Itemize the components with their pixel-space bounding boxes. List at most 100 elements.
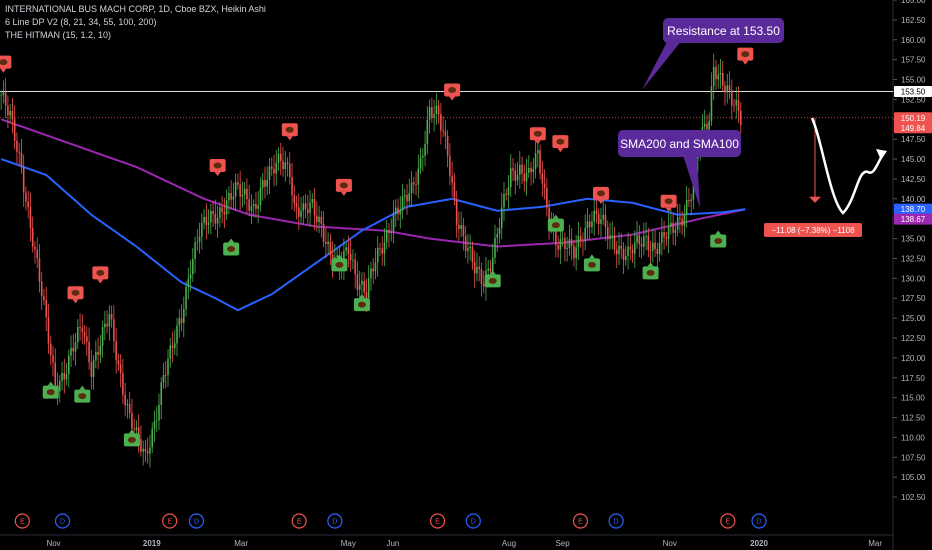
candle[interactable]: [95, 340, 97, 369]
candle[interactable]: [667, 213, 670, 254]
candle[interactable]: [602, 200, 605, 225]
price-tag[interactable]: 138.67: [894, 213, 932, 225]
candle[interactable]: [595, 198, 598, 224]
candle[interactable]: [214, 199, 217, 230]
candle[interactable]: [609, 222, 611, 250]
candle[interactable]: [618, 232, 620, 265]
candle[interactable]: [47, 303, 50, 354]
candle[interactable]: [658, 231, 661, 262]
candle[interactable]: [534, 139, 537, 179]
candle[interactable]: [219, 202, 221, 228]
candle[interactable]: [634, 230, 636, 268]
candle[interactable]: [679, 203, 681, 234]
candle[interactable]: [101, 320, 104, 358]
candle[interactable]: [663, 220, 665, 250]
candle[interactable]: [288, 151, 291, 185]
candle[interactable]: [237, 173, 239, 190]
candle[interactable]: [683, 204, 686, 238]
candle[interactable]: [252, 199, 255, 218]
candle[interactable]: [649, 240, 652, 264]
candle[interactable]: [187, 267, 190, 300]
candle[interactable]: [422, 148, 424, 172]
candle[interactable]: [65, 363, 68, 386]
price-tag[interactable]: 149.84: [894, 122, 932, 134]
candle[interactable]: [178, 308, 181, 338]
candle[interactable]: [27, 190, 29, 219]
candle[interactable]: [9, 104, 11, 123]
candle[interactable]: [584, 214, 586, 251]
candle[interactable]: [77, 319, 79, 349]
candle[interactable]: [737, 86, 740, 123]
candle[interactable]: [376, 236, 379, 277]
legend-indicator-hitman[interactable]: THE HITMAN (15, 1.2, 10): [5, 30, 112, 40]
price-axis[interactable]: 102.50 105.00 107.50 110.00 112.50 115.00 117.…: [892, 0, 926, 550]
candle[interactable]: [672, 213, 674, 245]
candle[interactable]: [606, 220, 609, 250]
candle[interactable]: [239, 170, 241, 211]
candle[interactable]: [613, 226, 616, 255]
candle[interactable]: [72, 333, 75, 361]
candle[interactable]: [241, 181, 244, 208]
candle[interactable]: [124, 382, 126, 417]
candle[interactable]: [523, 164, 526, 192]
candle[interactable]: [624, 245, 627, 266]
candle[interactable]: [631, 244, 634, 263]
candle[interactable]: [638, 225, 641, 258]
candle[interactable]: [654, 229, 656, 257]
candle[interactable]: [255, 192, 257, 219]
candle[interactable]: [543, 169, 546, 200]
candle[interactable]: [509, 154, 512, 198]
candle[interactable]: [640, 236, 643, 259]
candle[interactable]: [149, 434, 151, 468]
candle[interactable]: [356, 261, 359, 297]
candle[interactable]: [345, 242, 347, 257]
candle[interactable]: [575, 234, 577, 271]
candle[interactable]: [221, 195, 223, 224]
candle[interactable]: [20, 138, 23, 174]
candle[interactable]: [115, 327, 117, 374]
candle[interactable]: [162, 362, 165, 389]
candle[interactable]: [500, 193, 503, 240]
candle[interactable]: [588, 214, 591, 241]
candle[interactable]: [433, 99, 435, 132]
candle[interactable]: [49, 335, 52, 366]
candle[interactable]: [717, 64, 720, 90]
candle[interactable]: [403, 188, 406, 208]
candle[interactable]: [52, 345, 54, 377]
bear-signal[interactable]: [592, 186, 609, 204]
candle[interactable]: [449, 143, 451, 186]
bear-signal[interactable]: [335, 178, 352, 196]
candle[interactable]: [347, 235, 350, 268]
candle[interactable]: [530, 161, 532, 186]
candle[interactable]: [13, 105, 16, 150]
candle[interactable]: [453, 173, 456, 206]
candle[interactable]: [715, 59, 717, 91]
earnings-event[interactable]: E: [14, 513, 30, 529]
candle[interactable]: [469, 234, 471, 261]
candle[interactable]: [327, 232, 329, 255]
candle[interactable]: [277, 147, 280, 171]
candle[interactable]: [733, 98, 735, 112]
candle[interactable]: [158, 393, 160, 431]
candle[interactable]: [146, 437, 149, 464]
candle[interactable]: [546, 178, 548, 217]
candle[interactable]: [201, 213, 203, 250]
candle[interactable]: [122, 358, 124, 405]
candle[interactable]: [426, 106, 429, 155]
bear-signal[interactable]: [92, 266, 109, 284]
candle[interactable]: [7, 95, 9, 129]
candle[interactable]: [311, 193, 314, 209]
candle[interactable]: [385, 219, 388, 250]
bear-signal[interactable]: [209, 159, 226, 177]
candle[interactable]: [81, 314, 84, 345]
candle[interactable]: [591, 211, 593, 234]
candle[interactable]: [88, 327, 90, 370]
candle[interactable]: [293, 185, 296, 212]
candle[interactable]: [622, 242, 625, 275]
candle[interactable]: [372, 258, 375, 284]
candle[interactable]: [119, 354, 122, 388]
candle[interactable]: [735, 87, 738, 119]
candle[interactable]: [298, 193, 300, 230]
candle[interactable]: [728, 71, 731, 100]
price-tag[interactable]: 138.70: [894, 203, 932, 215]
